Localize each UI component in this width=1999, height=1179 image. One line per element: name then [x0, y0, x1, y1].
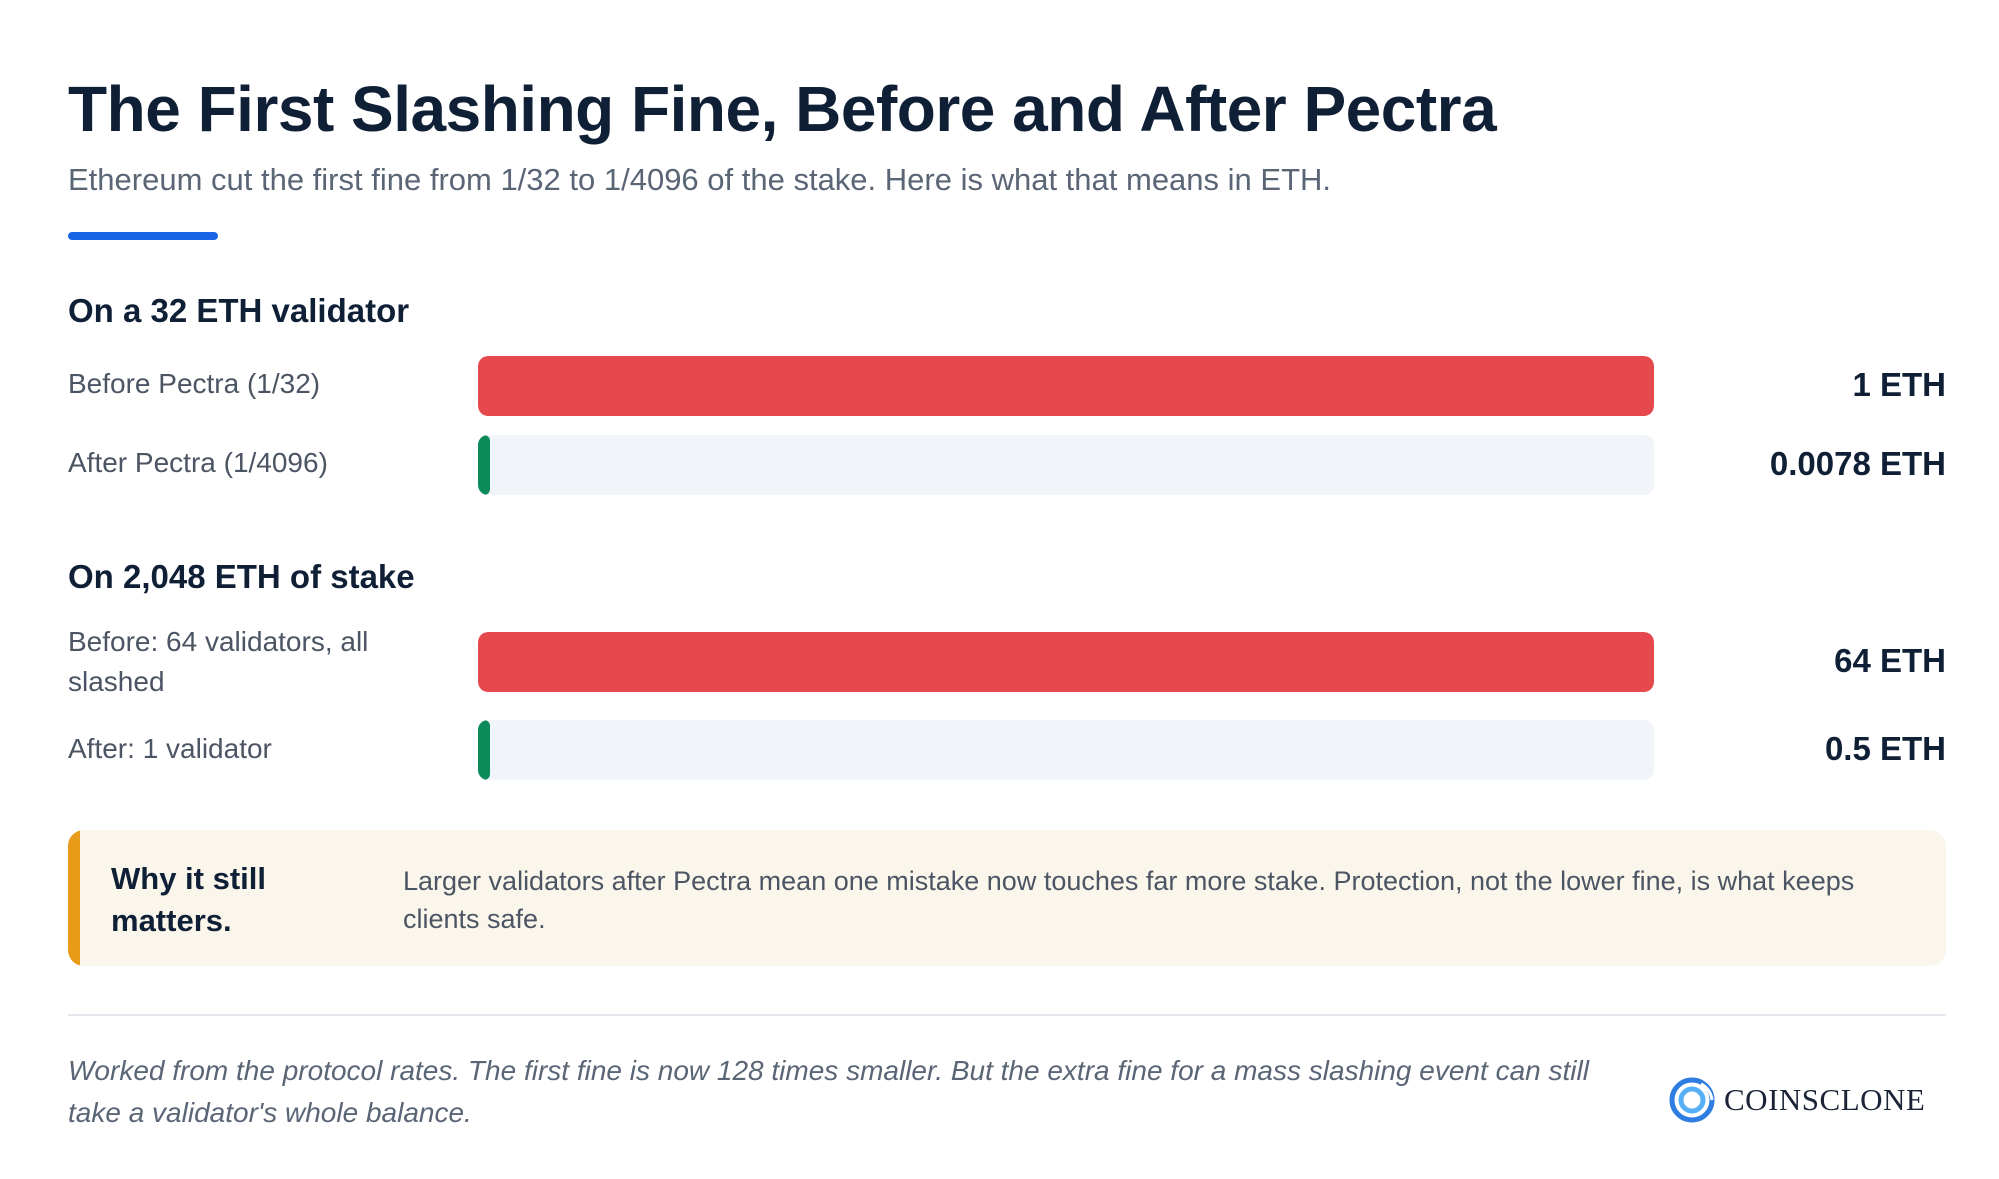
brand-logo: COINSCLONE [1668, 1072, 1925, 1128]
bar-value-label: 1 ETH [1852, 366, 1946, 403]
bar-label: Before: 64 validators, all slashed [68, 626, 369, 697]
divider [68, 1014, 1946, 1016]
bar-track [478, 632, 1654, 692]
bar-after-validator [478, 435, 490, 495]
bar-before-validator [478, 356, 1654, 416]
bar-label: After Pectra (1/4096) [68, 447, 328, 478]
bar-track [478, 435, 1654, 495]
bar-label: Before Pectra (1/32) [68, 368, 321, 399]
bar-after-stake [478, 720, 490, 780]
callout-title: Why it still matters. [111, 861, 266, 938]
accent-rule [68, 232, 218, 240]
bar-track [478, 720, 1654, 780]
bar-value-label: 0.0078 ETH [1769, 445, 1946, 482]
bar-label: After: 1 validator [68, 733, 272, 764]
bar-value-label: 0.5 ETH [1824, 730, 1946, 767]
logo-text: COINSCLONE [1724, 1082, 1926, 1117]
callout-box: Why it still matters. Larger validators … [68, 830, 1946, 966]
bar-value-label: 64 ETH [1834, 642, 1946, 679]
section-title-validator: On a 32 ETH validator [68, 292, 410, 329]
callout-accent-bar [68, 830, 80, 966]
page-title: The First Slashing Fine, Before and Afte… [68, 73, 1497, 145]
callout-text: Larger validators after Pectra mean one … [403, 866, 1855, 934]
bar-before-stake [478, 632, 1654, 692]
footnote: Worked from the protocol rates. The firs… [68, 1055, 1589, 1128]
page-subtitle: Ethereum cut the first fine from 1/32 to… [68, 162, 1332, 197]
coinsclone-logo-icon [1669, 1077, 1715, 1123]
bar-track [478, 356, 1654, 416]
section-title-stake: On 2,048 ETH of stake [68, 558, 415, 595]
